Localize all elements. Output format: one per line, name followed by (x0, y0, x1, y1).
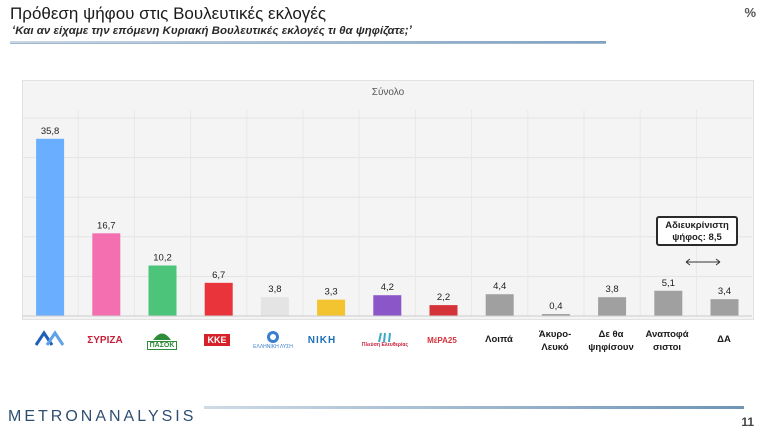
data-label-12: 5,1 (662, 278, 675, 289)
logo-pasok: ΠΑΣΟΚ (136, 327, 188, 353)
category-label-akyro-lefko: Άκυρο- Λευκό (538, 329, 572, 353)
data-label-6: 3,3 (324, 287, 337, 298)
page-title: Πρόθεση ψήφου στις Βουλευτικές εκλογές (10, 4, 327, 23)
bar-13 (710, 299, 739, 316)
data-label-4: 6,7 (212, 270, 225, 281)
footer-divider (204, 406, 744, 409)
chart-frame: Σύνολο (22, 80, 754, 320)
bar-4 (204, 282, 233, 316)
bar-10 (541, 314, 570, 316)
logo-elliniki-lysi: ΕΛΛΗΝΙΚΗ ΛΥΣΗ (247, 327, 299, 353)
brand-logo: METRONANALYSIS (8, 408, 197, 425)
logo-plefsi: Πλεύση Ελευθερίας (359, 327, 411, 353)
page-number: 11 (741, 415, 754, 429)
data-label-10: 0,4 (549, 301, 562, 312)
chart-title: Σύνολο (371, 87, 405, 98)
page-subtitle: ‘Και αν είχαμε την επόμενη Κυριακή Βουλε… (12, 25, 412, 37)
category-label-anapofasistoi: Αναποφά σιστοι (645, 329, 689, 353)
data-label-7: 4,2 (381, 282, 394, 293)
bar-6 (317, 299, 346, 316)
category-label-de-tha-psifisoun: Δε θα ψηφίσουν (588, 329, 634, 353)
data-label-2: 16,7 (97, 220, 116, 231)
undecided-annotation: Αδιευκρίνιστη ψήφος: 8,5 (656, 216, 738, 246)
data-label-9: 4,4 (493, 281, 506, 292)
data-label-8: 2,2 (437, 292, 450, 303)
bar-5 (260, 297, 289, 316)
bar-8 (429, 305, 458, 316)
logo-kke: ΚΚΕ (191, 327, 243, 353)
logo-mera25: ΜέΡΑ25 (427, 335, 457, 345)
data-label-13: 3,4 (718, 286, 731, 297)
data-label-3: 10,2 (153, 253, 172, 264)
double-arrow-icon (685, 258, 721, 266)
logo-syriza: ΣΥΡΙΖΑ (87, 334, 123, 346)
header-divider-shadow (10, 43, 606, 44)
data-label-5: 3,8 (268, 284, 281, 295)
bar-7 (373, 295, 402, 316)
category-label-da: ΔΑ (717, 334, 731, 345)
bar-11 (598, 297, 627, 316)
logo-niki: ΝΙΚΗ (307, 334, 337, 346)
bar-3 (148, 265, 177, 316)
data-label-1: 35,8 (41, 126, 60, 137)
bar-9 (485, 294, 514, 316)
bar-1 (36, 138, 65, 316)
bar-12 (654, 290, 683, 316)
header-divider (10, 41, 606, 43)
bar-2 (92, 233, 121, 316)
data-label-11: 3,8 (605, 284, 618, 295)
category-label-loipa: Λοιπά (485, 334, 513, 345)
logo-nd (24, 327, 76, 353)
unit-label: % (744, 5, 756, 20)
bar-chart: 35,8 16,7 10,2 6,7 3,8 3,3 4,2 2,2 4,4 0,4 3,8 5,1 3… (22, 110, 752, 317)
